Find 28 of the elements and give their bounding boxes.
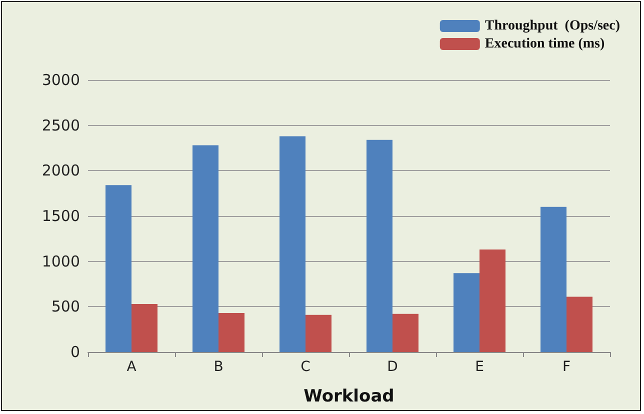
bar (566, 296, 592, 352)
bar (540, 206, 566, 352)
y-tick-label: 1000 (42, 252, 80, 270)
bar (480, 250, 506, 352)
legend-label: Execution time (ms) (484, 36, 605, 52)
y-tick-label: 3000 (42, 71, 80, 89)
bar (366, 140, 392, 352)
bar (392, 314, 418, 352)
y-tick-label: 2000 (42, 162, 80, 180)
x-tick-label: E (475, 359, 484, 375)
bar (106, 185, 132, 352)
x-axis-title: Workload (304, 386, 394, 406)
y-tick-label: 2500 (42, 116, 80, 134)
x-tick-label: F (562, 359, 571, 375)
y-tick-label: 1500 (42, 207, 80, 225)
y-tick-label: 500 (51, 298, 80, 316)
x-tick-label: C (300, 359, 311, 375)
x-tick-label: D (387, 359, 398, 375)
bar (280, 136, 306, 352)
bar (132, 304, 158, 352)
legend-label: Throughput (Ops/sec) (484, 18, 620, 34)
x-tick-label: B (214, 359, 224, 375)
x-tick-label: A (126, 359, 137, 375)
y-tick-label: 0 (70, 343, 80, 361)
bar (306, 314, 332, 352)
bar (218, 313, 244, 352)
bar (454, 273, 480, 352)
bar (192, 145, 218, 352)
